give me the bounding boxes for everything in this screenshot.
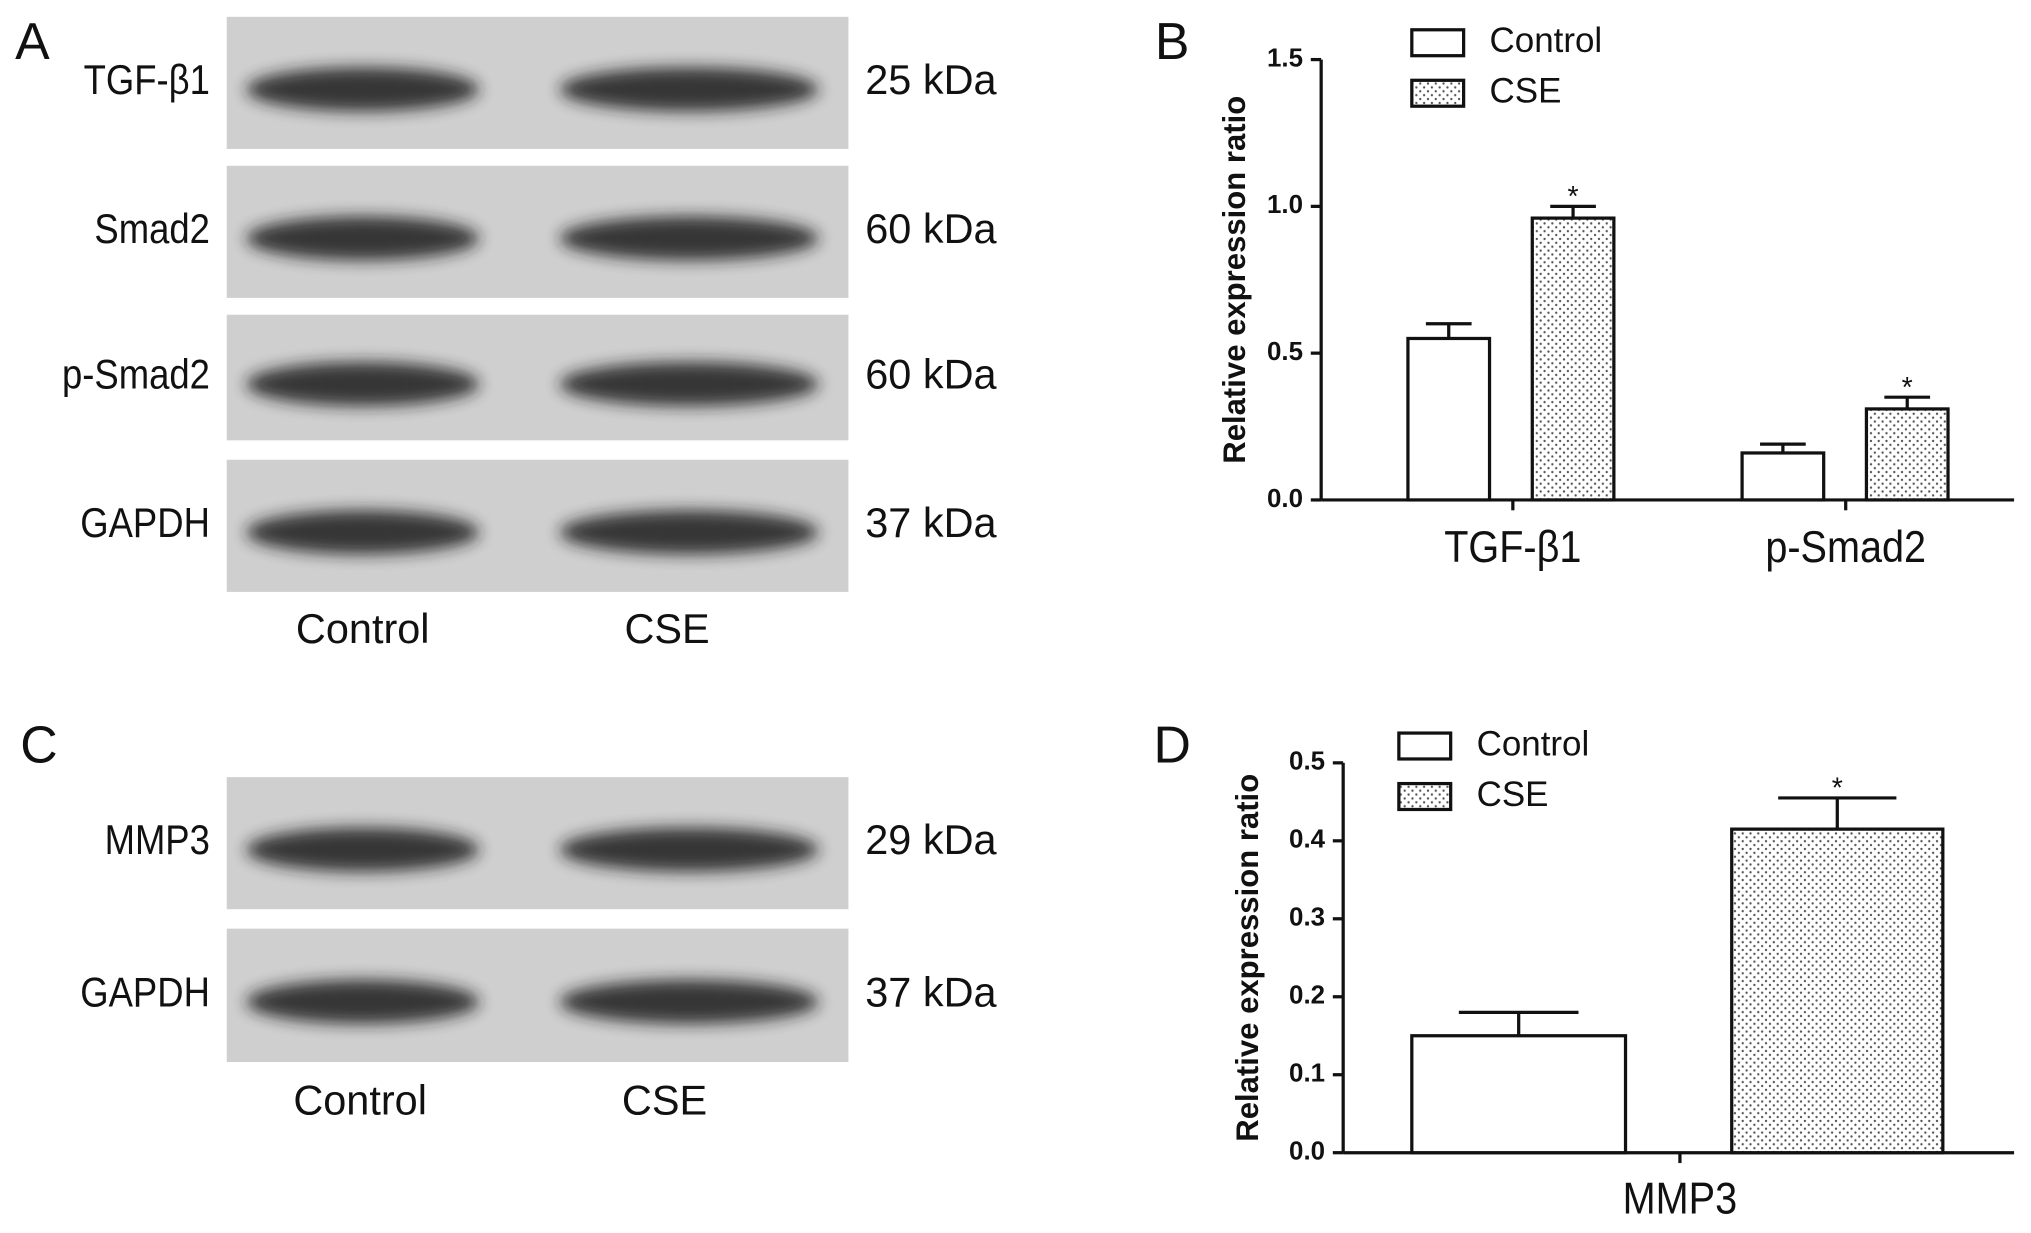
y-axis-label: Relative expression ratio	[1230, 774, 1265, 1142]
lane-label: CSE	[624, 605, 709, 652]
y-axis-label: Relative expression ratio	[1217, 96, 1252, 464]
protein-label: TGF-β1	[84, 58, 210, 104]
panel-label: B	[1155, 12, 1190, 70]
blot-band	[559, 67, 819, 112]
lane-label: CSE	[622, 1076, 707, 1123]
legend-label: Control	[1477, 724, 1590, 763]
blot-band	[246, 361, 480, 407]
legend-label: CSE	[1490, 71, 1562, 110]
significance-marker: *	[1902, 372, 1913, 404]
x-tick-label: p-Smad2	[1765, 522, 1926, 571]
panel-label: A	[15, 12, 50, 70]
bar	[1406, 336, 1492, 502]
size-label: 60 kDa	[865, 205, 997, 252]
blot-band	[246, 216, 480, 261]
panel-label: D	[1154, 715, 1191, 773]
protein-label: GAPDH	[80, 970, 210, 1016]
y-tick-label: 0.2	[1289, 982, 1325, 1010]
error-bar	[1550, 204, 1596, 219]
blot-band	[246, 510, 480, 555]
bar	[1740, 451, 1826, 502]
error-bar	[1884, 395, 1931, 409]
legend-swatch	[1410, 28, 1466, 58]
blot-band	[559, 827, 819, 872]
significance-marker: *	[1568, 181, 1579, 213]
blot-band	[246, 827, 480, 872]
lane-label: Control	[296, 605, 430, 652]
y-tick-label: 0.5	[1267, 338, 1303, 366]
blot-band	[246, 67, 480, 112]
error-bar	[1778, 796, 1897, 830]
bar	[1730, 827, 1945, 1155]
error-bar	[1425, 322, 1472, 339]
blot-band	[246, 979, 480, 1024]
error-bar	[1760, 442, 1806, 453]
blot-band	[559, 979, 819, 1024]
y-tick-label: 0.5	[1289, 748, 1325, 776]
bar	[1410, 1034, 1628, 1155]
protein-label: p-Smad2	[62, 352, 210, 398]
error-bar	[1458, 1010, 1579, 1036]
significance-marker: *	[1832, 773, 1843, 805]
bar	[1530, 216, 1616, 502]
legend-swatch	[1397, 731, 1453, 761]
size-label: 29 kDa	[865, 816, 997, 863]
size-label: 60 kDa	[865, 350, 997, 397]
y-tick-label: 0.3	[1289, 904, 1325, 932]
panel-label: C	[20, 715, 57, 773]
legend-swatch	[1397, 781, 1453, 812]
x-tick-label: TGF-β1	[1444, 522, 1581, 571]
y-tick-label: 0.0	[1289, 1138, 1325, 1166]
blot-band	[559, 361, 819, 407]
size-label: 37 kDa	[865, 499, 997, 546]
protein-label: GAPDH	[80, 501, 210, 547]
bar	[1864, 407, 1950, 502]
size-label: 37 kDa	[865, 968, 997, 1015]
legend-label: Control	[1490, 21, 1603, 60]
x-tick-label: MMP3	[1623, 1174, 1737, 1223]
y-tick-label: 1.5	[1267, 44, 1303, 72]
protein-label: MMP3	[105, 818, 210, 864]
protein-label: Smad2	[94, 207, 209, 253]
blot-band	[559, 510, 819, 555]
y-tick-label: 0.0	[1267, 485, 1303, 513]
y-tick-label: 0.4	[1289, 826, 1326, 854]
lane-label: Control	[293, 1076, 427, 1123]
legend-swatch	[1410, 78, 1466, 108]
legend-label: CSE	[1477, 775, 1549, 814]
y-tick-label: 0.1	[1289, 1060, 1325, 1088]
y-tick-label: 1.0	[1267, 191, 1303, 219]
size-label: 25 kDa	[865, 56, 997, 103]
blot-band	[559, 216, 819, 261]
